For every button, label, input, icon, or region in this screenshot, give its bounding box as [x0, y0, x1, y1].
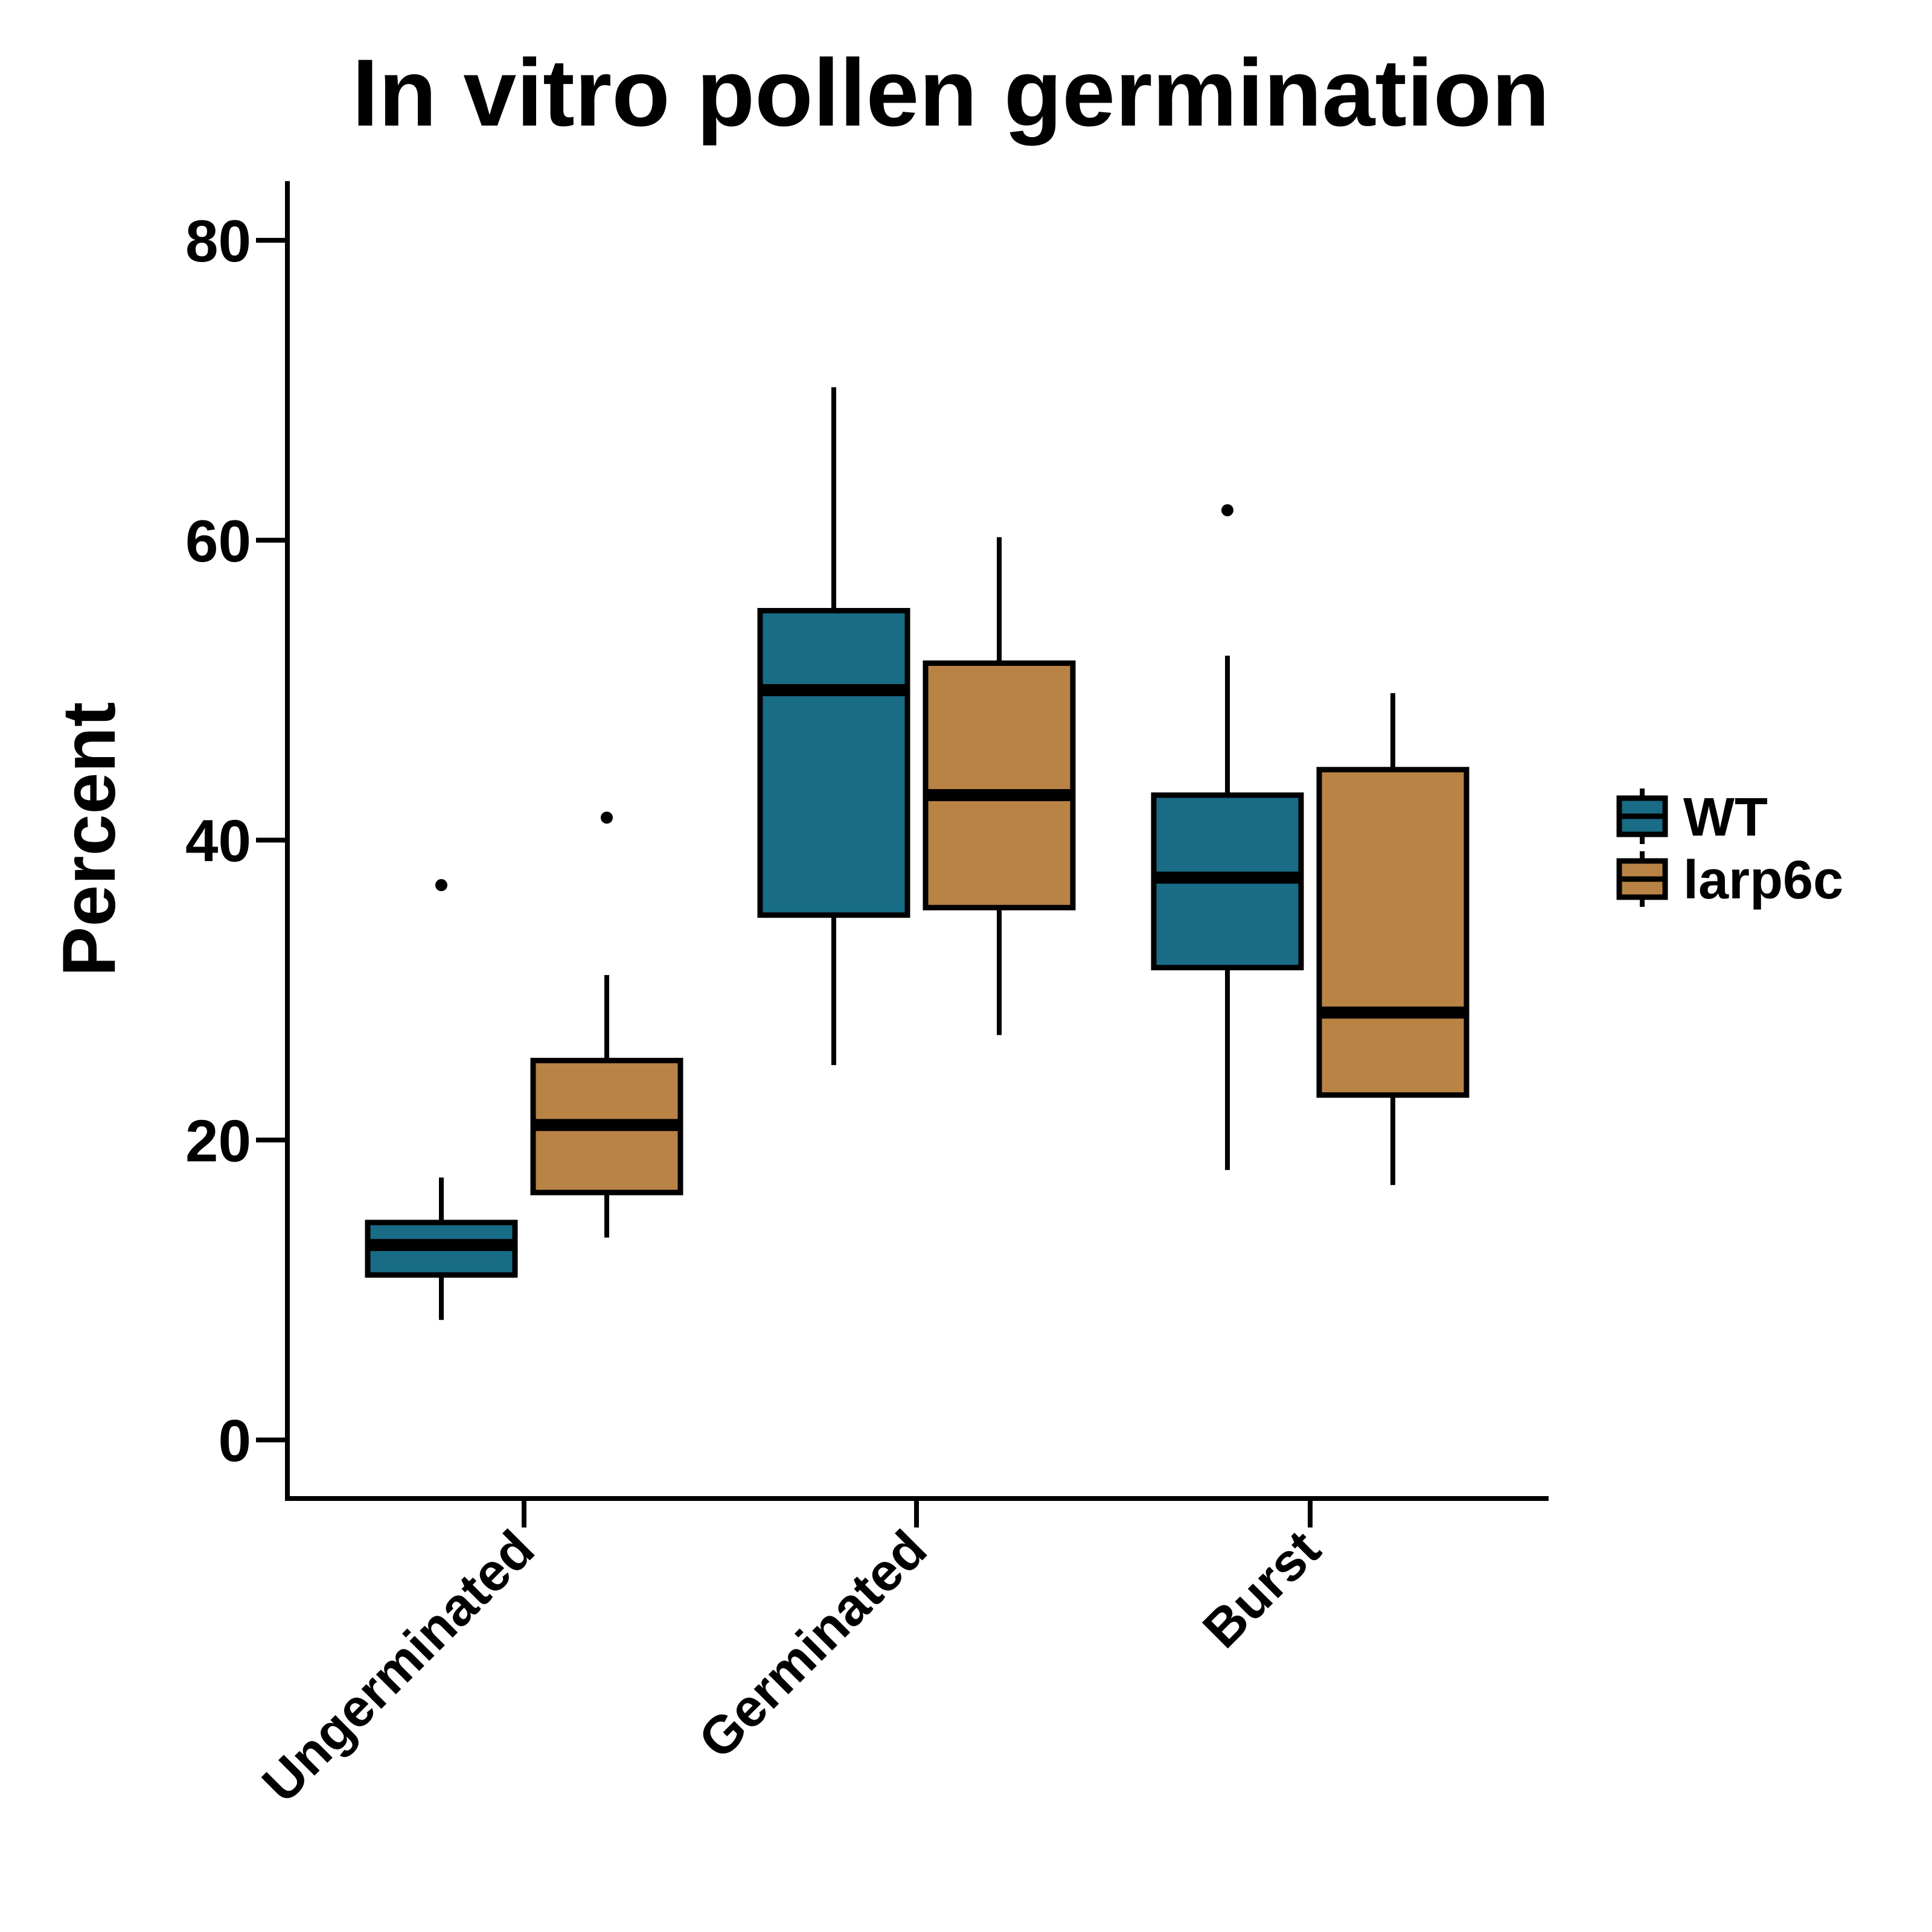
outlier-point — [435, 879, 447, 892]
y-tick-label: 60 — [185, 508, 251, 574]
box-larp6c-burst — [1316, 693, 1470, 1185]
x-tick-label: Ungerminated — [251, 1518, 545, 1813]
box-larp6c-ungerminated — [530, 811, 683, 1238]
box-body — [1316, 767, 1470, 1098]
y-tick-label: 20 — [185, 1107, 251, 1174]
y-tick-label: 40 — [185, 808, 251, 874]
legend-item-WT: WT — [1616, 787, 1768, 848]
outlier-point — [1221, 504, 1233, 517]
chart-title: In vitro pollen germination — [352, 40, 1550, 146]
box-larp6c-germinated — [923, 537, 1076, 1035]
y-tick-label: 80 — [185, 208, 251, 274]
legend-label: WT — [1683, 787, 1768, 848]
outlier-point — [601, 811, 613, 824]
box-body — [923, 660, 1076, 910]
box-body — [757, 607, 910, 918]
y-axis-label: Percent — [48, 702, 131, 977]
legend-item-larp6c: larp6c — [1616, 850, 1843, 910]
legend-label: larp6c — [1683, 850, 1843, 910]
x-tick-label: Burst — [1191, 1518, 1331, 1659]
x-tick-label: Germinated — [687, 1518, 938, 1770]
box-WT-ungerminated — [365, 879, 518, 1320]
box-WT-germinated — [757, 387, 910, 1066]
plot-area — [365, 387, 1470, 1320]
y-tick-label: 0 — [218, 1407, 251, 1474]
box-WT-burst — [1151, 504, 1304, 1170]
